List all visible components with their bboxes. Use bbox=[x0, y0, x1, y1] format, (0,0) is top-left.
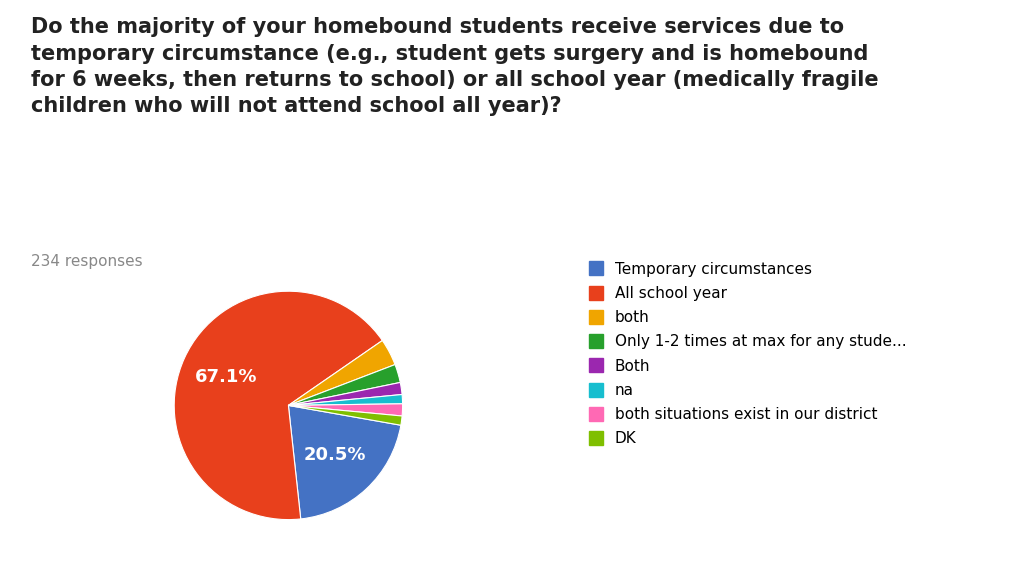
Wedge shape bbox=[288, 383, 402, 405]
Wedge shape bbox=[288, 405, 402, 425]
Wedge shape bbox=[288, 340, 396, 405]
Wedge shape bbox=[288, 405, 401, 519]
Legend: Temporary circumstances, All school year, both, Only 1-2 times at max for any st: Temporary circumstances, All school year… bbox=[584, 257, 912, 451]
Wedge shape bbox=[288, 404, 403, 416]
Text: 20.5%: 20.5% bbox=[304, 447, 367, 464]
Wedge shape bbox=[288, 395, 403, 405]
Wedge shape bbox=[288, 364, 401, 405]
Text: Do the majority of your homebound students receive services due to
temporary cir: Do the majority of your homebound studen… bbox=[31, 17, 879, 116]
Wedge shape bbox=[174, 291, 382, 520]
Text: 234 responses: 234 responses bbox=[31, 254, 142, 269]
Text: 67.1%: 67.1% bbox=[195, 368, 258, 386]
